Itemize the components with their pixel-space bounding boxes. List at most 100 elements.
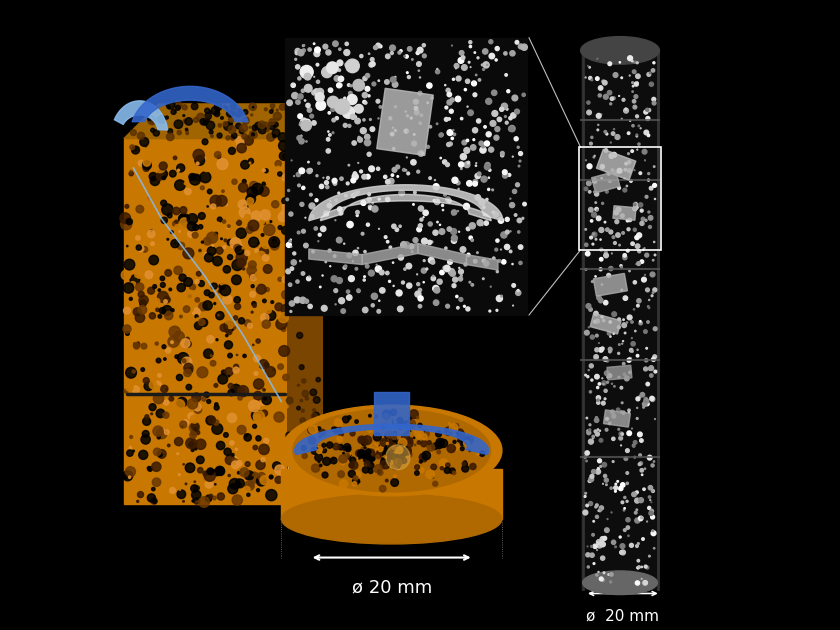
Circle shape [418,151,424,156]
Circle shape [648,307,650,309]
Circle shape [253,152,255,154]
Circle shape [388,447,395,454]
Circle shape [197,318,198,319]
Circle shape [247,198,254,205]
Circle shape [622,411,625,415]
Circle shape [485,163,491,168]
Circle shape [306,140,307,142]
Circle shape [612,152,617,158]
Circle shape [229,479,240,490]
Circle shape [363,450,371,459]
Circle shape [279,346,290,357]
Circle shape [299,432,306,438]
Circle shape [520,45,523,49]
Circle shape [239,318,244,324]
Circle shape [587,566,590,568]
Circle shape [585,460,587,462]
Circle shape [482,278,484,280]
Circle shape [605,251,607,254]
Circle shape [129,447,132,449]
Circle shape [153,287,155,289]
Circle shape [369,270,375,276]
Circle shape [328,64,333,68]
Circle shape [218,314,219,316]
Circle shape [249,162,251,164]
Circle shape [161,217,167,224]
Circle shape [595,207,598,211]
Circle shape [446,88,450,92]
Circle shape [162,176,165,180]
Circle shape [244,486,250,492]
Circle shape [153,130,160,136]
Circle shape [610,97,614,100]
Circle shape [217,442,225,450]
Circle shape [439,133,444,137]
Circle shape [522,93,525,96]
Circle shape [407,72,408,74]
Circle shape [491,189,494,191]
Circle shape [633,61,636,63]
Circle shape [648,173,649,175]
Circle shape [353,261,354,262]
Circle shape [175,220,178,223]
Circle shape [449,423,450,424]
Circle shape [304,84,312,92]
Circle shape [249,159,254,164]
Circle shape [390,450,391,452]
Circle shape [633,70,636,74]
Circle shape [343,416,349,423]
Circle shape [452,284,456,288]
Circle shape [648,306,649,307]
Circle shape [307,267,311,271]
Circle shape [646,382,649,386]
Circle shape [181,426,183,428]
Circle shape [612,437,615,440]
Circle shape [437,450,440,454]
Circle shape [207,189,212,194]
Polygon shape [281,469,502,519]
Circle shape [319,185,323,188]
Circle shape [236,252,247,263]
Circle shape [262,255,269,261]
Circle shape [165,389,167,390]
Circle shape [399,225,402,227]
Circle shape [330,457,337,464]
Polygon shape [114,101,168,130]
Circle shape [152,478,160,486]
Circle shape [333,459,334,460]
Circle shape [239,468,249,477]
Circle shape [291,93,298,99]
Circle shape [175,355,179,358]
Circle shape [602,80,605,83]
Circle shape [449,142,452,146]
Circle shape [205,108,210,113]
Circle shape [358,137,363,142]
Circle shape [596,416,597,419]
Circle shape [304,134,311,142]
Circle shape [414,110,419,115]
Circle shape [652,490,654,491]
Circle shape [255,122,262,130]
Circle shape [194,481,196,483]
Circle shape [372,448,381,456]
Circle shape [321,226,326,232]
Circle shape [307,76,311,79]
Circle shape [322,306,327,311]
Circle shape [367,152,371,156]
Circle shape [635,330,636,332]
Circle shape [192,490,201,500]
Circle shape [486,132,491,137]
Circle shape [207,206,208,207]
Circle shape [169,288,171,291]
Circle shape [386,479,388,482]
Circle shape [455,96,461,101]
Circle shape [184,364,193,372]
Circle shape [630,180,633,182]
Circle shape [209,111,212,113]
Circle shape [386,241,389,243]
Circle shape [129,476,131,478]
Circle shape [331,276,337,282]
Circle shape [598,540,599,541]
Circle shape [333,41,339,47]
Circle shape [417,435,421,439]
